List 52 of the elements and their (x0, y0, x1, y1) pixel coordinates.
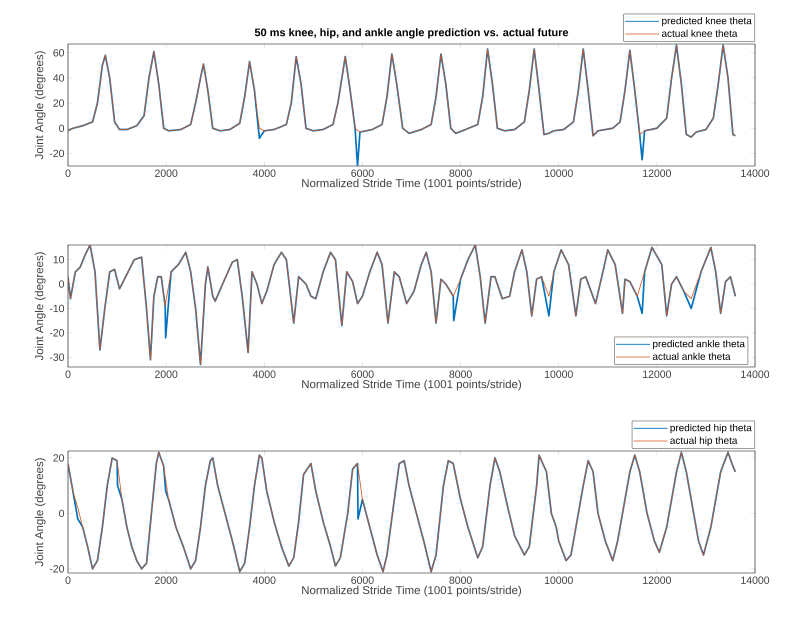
x-axis-title: Normalized Stride Time (1001 points/stride) (302, 380, 522, 390)
legend-label: predicted knee theta (662, 16, 752, 26)
y-tick-label: 0 (59, 510, 64, 518)
y-tick-label: 40 (53, 74, 64, 82)
chart-title: 50 ms knee, hip, and ankle angle prediction vs. actual future (254, 28, 568, 39)
x-tick-label: 2000 (155, 170, 178, 177)
y-axis-title: Joint Angle (degrees) (34, 458, 46, 566)
y-tick-label: 10 (54, 256, 64, 264)
x-tick-label: 14000 (741, 576, 770, 584)
y-tick-label: 20 (53, 99, 64, 107)
x-axis-title: Normalized Stride Time (1001 points/stride) (302, 586, 522, 596)
x-tick-label: 0 (65, 370, 70, 378)
x-tick-label: 4000 (252, 370, 276, 378)
legend-label: actual knee theta (662, 30, 738, 37)
y-axis-title: Joint Angle (degrees) (34, 51, 46, 160)
x-tick-label: 10000 (544, 170, 573, 177)
y-tick-label: 20 (53, 454, 64, 462)
x-tick-label: 8000 (449, 576, 472, 584)
x-tick-label: 6000 (351, 370, 374, 378)
x-tick-label: 0 (65, 170, 70, 177)
y-tick-label: -20 (50, 150, 64, 158)
x-tick-label: 2000 (155, 576, 178, 584)
y-tick-label: 60 (53, 49, 64, 57)
line-series (68, 44, 736, 138)
x-tick-label: 12000 (643, 170, 671, 177)
legend-label: predicted hip theta (670, 424, 752, 434)
x-tick-label: 6000 (351, 576, 374, 584)
x-tick-label: 12000 (643, 576, 671, 584)
y-tick-label: -20 (50, 565, 64, 573)
x-tick-label: 4000 (252, 170, 276, 177)
legend-label: predicted ankle theta (653, 340, 745, 350)
y-tick-label: 0 (59, 280, 64, 288)
legend-label: actual hip theta (670, 436, 738, 446)
x-tick-label: 4000 (252, 576, 276, 584)
x-tick-label: 2000 (155, 370, 178, 378)
x-tick-label: 12000 (643, 370, 671, 378)
x-tick-label: 14000 (741, 170, 770, 177)
x-tick-label: 10000 (544, 370, 573, 378)
x-tick-label: 8000 (449, 370, 472, 378)
y-axis-title: Joint Angle (degrees) (34, 252, 46, 360)
y-tick-label: -10 (50, 304, 64, 312)
x-tick-label: 10000 (544, 576, 573, 584)
x-axis-title: Normalized Stride Time (1001 points/stride) (302, 178, 522, 190)
y-tick-label: -20 (50, 329, 64, 337)
y-tick-label: 0 (59, 124, 64, 132)
line-series (68, 44, 736, 166)
x-tick-label: 6000 (351, 170, 374, 177)
legend-label: actual ankle theta (652, 352, 731, 360)
x-tick-label: 8000 (449, 170, 472, 177)
y-tick-label: -30 (50, 354, 64, 361)
x-tick-label: 0 (65, 576, 70, 584)
x-tick-label: 14000 (741, 370, 770, 378)
